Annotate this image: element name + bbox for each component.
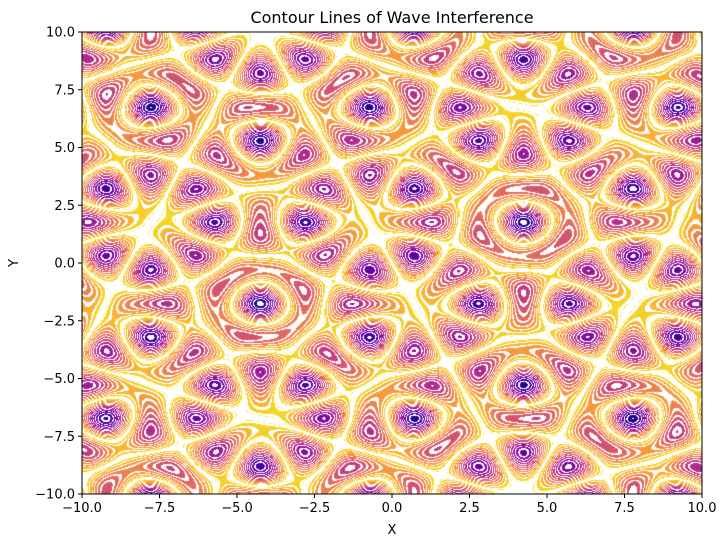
x-tick-label: 10.0 (688, 501, 717, 516)
y-tick-label: 5.0 (54, 141, 75, 156)
y-axis-ticks: −10.0 −7.5 −5.0 −2.5 0.0 2.5 5.0 7.5 10.0 (35, 26, 82, 503)
y-tick-label: −10.0 (35, 488, 75, 503)
x-axis-label: X (388, 523, 397, 538)
x-tick-label: −7.5 (144, 501, 176, 516)
y-tick-label: −7.5 (43, 430, 75, 445)
x-tick-label: 7.5 (614, 501, 635, 516)
x-tick-label: 0.0 (382, 501, 403, 516)
chart-title: Contour Lines of Wave Interference (250, 8, 533, 27)
x-tick-label: −2.5 (299, 501, 331, 516)
x-tick-label: 5.0 (537, 501, 558, 516)
x-axis-ticks: −10.0 −7.5 −5.0 −2.5 0.0 2.5 5.0 7.5 10.0 (62, 494, 716, 516)
x-tick-label: −10.0 (62, 501, 102, 516)
y-tick-label: 0.0 (54, 257, 75, 272)
plot-frame (81, 31, 703, 495)
x-tick-label: 2.5 (459, 501, 480, 516)
x-tick-label: −5.0 (221, 501, 253, 516)
y-tick-label: −2.5 (43, 314, 75, 329)
y-tick-label: 7.5 (54, 83, 75, 98)
y-tick-label: 10.0 (46, 26, 75, 41)
y-tick-label: −5.0 (43, 372, 75, 387)
y-axis-label: Y (7, 259, 22, 268)
y-tick-label: 2.5 (54, 199, 75, 214)
contour-plot-area (82, 32, 702, 494)
